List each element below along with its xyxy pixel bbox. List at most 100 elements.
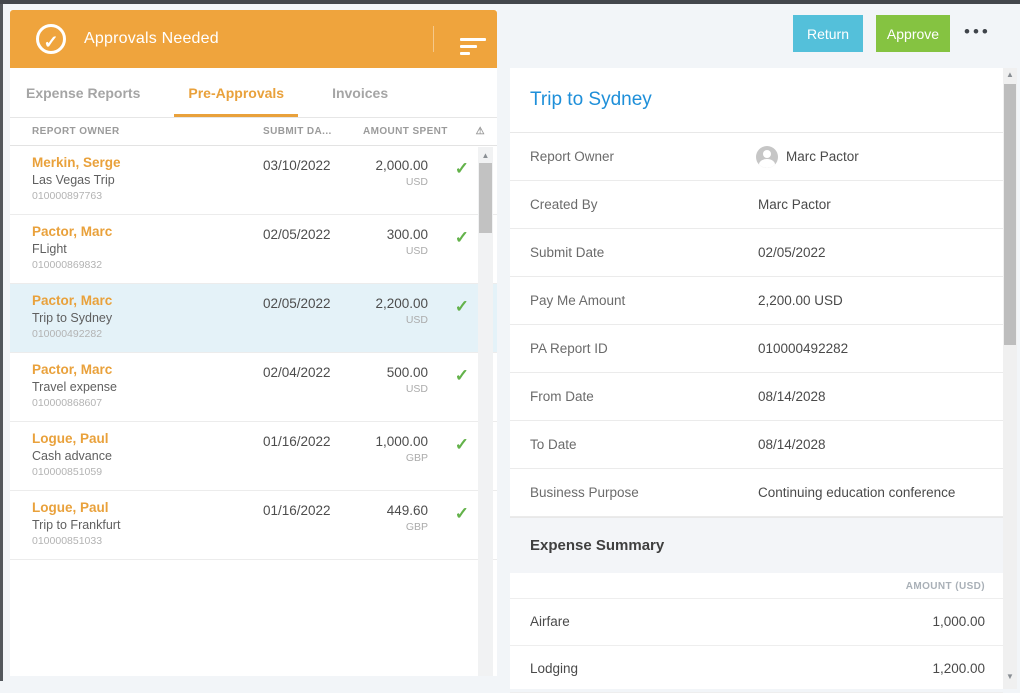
row-report-id: 010000868607	[32, 397, 103, 409]
expense-summary-row: Airfare 1,000.00	[510, 599, 1003, 646]
column-amount-spent[interactable]: AMOUNT SPENT	[363, 126, 448, 137]
row-description: Las Vegas Trip	[32, 173, 115, 187]
row-description: Trip to Sydney	[32, 311, 113, 325]
row-submit-date: 02/04/2022	[263, 365, 331, 380]
warning-icon: ⚠	[475, 126, 485, 137]
detail-fields: Report Owner Marc Pactor Created By Marc…	[510, 133, 1003, 517]
field-value: 08/14/2028	[758, 389, 826, 404]
approval-list-item[interactable]: Merkin, Serge Las Vegas Trip 01000089776…	[10, 146, 497, 215]
expense-summary-row: Lodging 1,200.00	[510, 646, 1003, 693]
approval-detail-panel: Trip to Sydney Report Owner Marc Pactor …	[510, 68, 1003, 693]
detail-field-row: From Date 08/14/2028	[510, 373, 1003, 421]
approval-list-item[interactable]: Pactor, Marc Travel expense 010000868607…	[10, 353, 497, 422]
list-column-headers: REPORT OWNER SUBMIT DA... AMOUNT SPENT ⚠	[10, 118, 497, 146]
scroll-down-icon[interactable]: ▼	[1006, 672, 1014, 681]
row-currency: USD	[405, 176, 428, 188]
field-value: Marc Pactor	[758, 197, 831, 212]
return-button[interactable]: Return	[793, 15, 863, 52]
more-actions-icon[interactable]: •••	[964, 22, 991, 46]
approved-check-icon[interactable]: ✓	[454, 297, 469, 316]
sort-filter-icon[interactable]	[460, 38, 486, 59]
scroll-up-icon[interactable]: ▲	[1006, 70, 1014, 79]
approved-check-icon[interactable]: ✓	[454, 228, 469, 247]
detail-field-row: Pay Me Amount 2,200.00 USD	[510, 277, 1003, 325]
column-submit-date[interactable]: SUBMIT DA...	[263, 126, 332, 137]
field-value: 2,200.00 USD	[758, 293, 843, 308]
approved-check-icon[interactable]: ✓	[454, 504, 469, 523]
row-owner: Logue, Paul	[32, 500, 109, 515]
row-owner: Merkin, Serge	[32, 155, 121, 170]
detail-title: Trip to Sydney	[530, 89, 652, 110]
row-report-id: 010000492282	[32, 328, 103, 340]
approval-list-item[interactable]: Logue, Paul Trip to Frankfurt 0100008510…	[10, 491, 497, 560]
row-owner: Pactor, Marc	[32, 224, 113, 239]
tab-invoices[interactable]: Invoices	[326, 85, 394, 101]
row-submit-date: 02/05/2022	[263, 227, 331, 242]
detail-field-row: Submit Date 02/05/2022	[510, 229, 1003, 277]
field-label: Pay Me Amount	[530, 293, 626, 308]
list-scrollbar[interactable]: ▲	[478, 147, 493, 676]
approval-list-item[interactable]: Pactor, Marc Trip to Sydney 010000492282…	[10, 284, 497, 353]
approvals-header: ✓ Approvals Needed	[10, 10, 497, 68]
field-label: From Date	[530, 389, 594, 404]
field-label: Submit Date	[530, 245, 605, 260]
row-amount: 2,200.00	[375, 296, 428, 311]
expense-summary-band: Expense Summary	[510, 517, 1003, 573]
avatar	[756, 146, 778, 168]
row-currency: USD	[405, 314, 428, 326]
detail-scrollbar[interactable]: ▲ ▼	[1003, 68, 1017, 689]
row-amount: 449.60	[386, 503, 428, 518]
expense-summary-column-header: AMOUNT (USD)	[510, 573, 1003, 599]
row-description: Travel expense	[32, 380, 117, 394]
field-label: Created By	[530, 197, 598, 212]
row-submit-date: 01/16/2022	[263, 434, 331, 449]
column-report-owner[interactable]: REPORT OWNER	[32, 126, 120, 137]
field-label: Report Owner	[530, 149, 615, 164]
detail-field-row: Report Owner Marc Pactor	[510, 133, 1003, 181]
expense-amount: 1,200.00	[932, 661, 985, 676]
expense-category: Lodging	[530, 661, 579, 676]
circle-check-icon: ✓	[36, 24, 66, 54]
approved-check-icon[interactable]: ✓	[454, 366, 469, 385]
approved-check-icon[interactable]: ✓	[454, 435, 469, 454]
row-submit-date: 02/05/2022	[263, 296, 331, 311]
approve-button[interactable]: Approve	[876, 15, 950, 52]
row-description: FLight	[32, 242, 67, 256]
row-currency: USD	[405, 245, 428, 257]
field-label: To Date	[530, 437, 577, 452]
field-value: Marc Pactor	[786, 149, 859, 164]
approval-list-item[interactable]: Pactor, Marc FLight 010000869832 02/05/2…	[10, 215, 497, 284]
field-label: PA Report ID	[530, 341, 608, 356]
expense-summary-table: Airfare 1,000.00 Lodging 1,200.00	[510, 599, 1003, 693]
tab-expense-reports[interactable]: Expense Reports	[20, 85, 146, 101]
detail-field-row: PA Report ID 010000492282	[510, 325, 1003, 373]
window-frame-bottom	[0, 0, 1020, 4]
row-report-id: 010000869832	[32, 259, 103, 271]
field-value: 010000492282	[758, 341, 849, 356]
row-owner: Logue, Paul	[32, 431, 109, 446]
row-submit-date: 03/10/2022	[263, 158, 331, 173]
approved-check-icon[interactable]: ✓	[454, 159, 469, 178]
field-label: Business Purpose	[530, 485, 639, 500]
approval-list-item[interactable]: Logue, Paul Cash advance 010000851059 01…	[10, 422, 497, 491]
row-report-id: 010000851059	[32, 466, 103, 478]
tab-pre-approvals[interactable]: Pre-Approvals	[174, 85, 298, 117]
expense-category: Airfare	[530, 614, 570, 629]
window-frame-left	[0, 0, 3, 681]
header-divider	[433, 26, 434, 52]
detail-title-row: Trip to Sydney	[510, 68, 1003, 133]
list-scrollbar-thumb[interactable]	[479, 163, 492, 233]
row-amount: 2,000.00	[375, 158, 428, 173]
row-owner: Pactor, Marc	[32, 362, 113, 377]
detail-field-row: To Date 08/14/2028	[510, 421, 1003, 469]
row-description: Cash advance	[32, 449, 112, 463]
approvals-list: Merkin, Serge Las Vegas Trip 01000089776…	[10, 146, 497, 560]
scroll-up-icon[interactable]: ▲	[481, 151, 490, 160]
tab-bar: Expense Reports Pre-Approvals Invoices	[10, 68, 497, 118]
row-owner: Pactor, Marc	[32, 293, 113, 308]
row-amount: 500.00	[386, 365, 428, 380]
detail-scrollbar-thumb[interactable]	[1004, 84, 1016, 345]
row-report-id: 010000851033	[32, 535, 103, 547]
row-report-id: 010000897763	[32, 190, 103, 202]
action-toolbar: Return Approve •••	[793, 15, 991, 52]
